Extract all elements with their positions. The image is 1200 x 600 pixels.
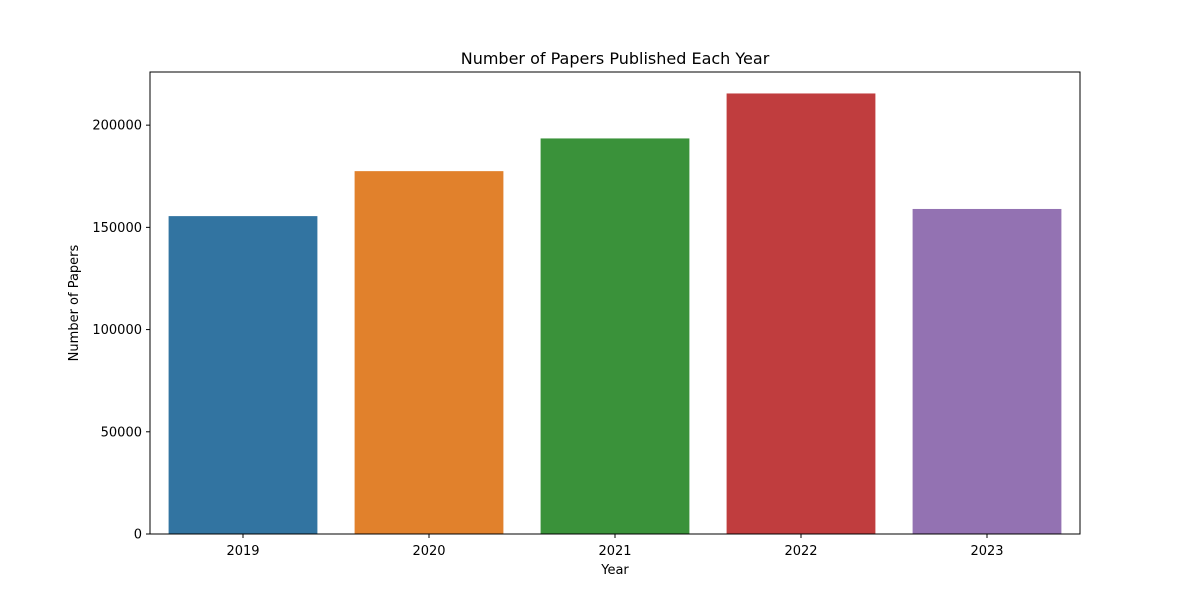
x-tick-label: 2019 bbox=[226, 544, 259, 559]
y-tick-label: 100000 bbox=[92, 323, 142, 338]
y-axis-ticks: 0 50000 100000 150000 200000 bbox=[92, 119, 150, 543]
y-tick-label: 150000 bbox=[92, 221, 142, 236]
x-tick-label: 2020 bbox=[412, 544, 445, 559]
x-tick-label: 2021 bbox=[598, 544, 631, 559]
x-tick-label: 2022 bbox=[784, 544, 817, 559]
plot-area-frame bbox=[149, 71, 1081, 535]
chart-title: Number of Papers Published Each Year bbox=[461, 49, 770, 68]
bar-2022 bbox=[726, 93, 876, 534]
bar-2020 bbox=[354, 171, 504, 535]
x-tick-label: 2023 bbox=[970, 544, 1003, 559]
x-axis-label: Year bbox=[600, 563, 629, 578]
y-axis-label: Number of Papers bbox=[67, 244, 82, 361]
bars-group bbox=[168, 93, 1062, 535]
bar-2019 bbox=[168, 216, 318, 534]
bar-2021 bbox=[540, 138, 690, 534]
bar-2023 bbox=[912, 208, 1062, 534]
y-tick-label: 50000 bbox=[101, 425, 142, 440]
x-axis-ticks: 2019 2020 2021 2022 2023 bbox=[226, 534, 1004, 559]
y-tick-label: 200000 bbox=[92, 119, 142, 134]
y-tick-label: 0 bbox=[134, 528, 142, 543]
